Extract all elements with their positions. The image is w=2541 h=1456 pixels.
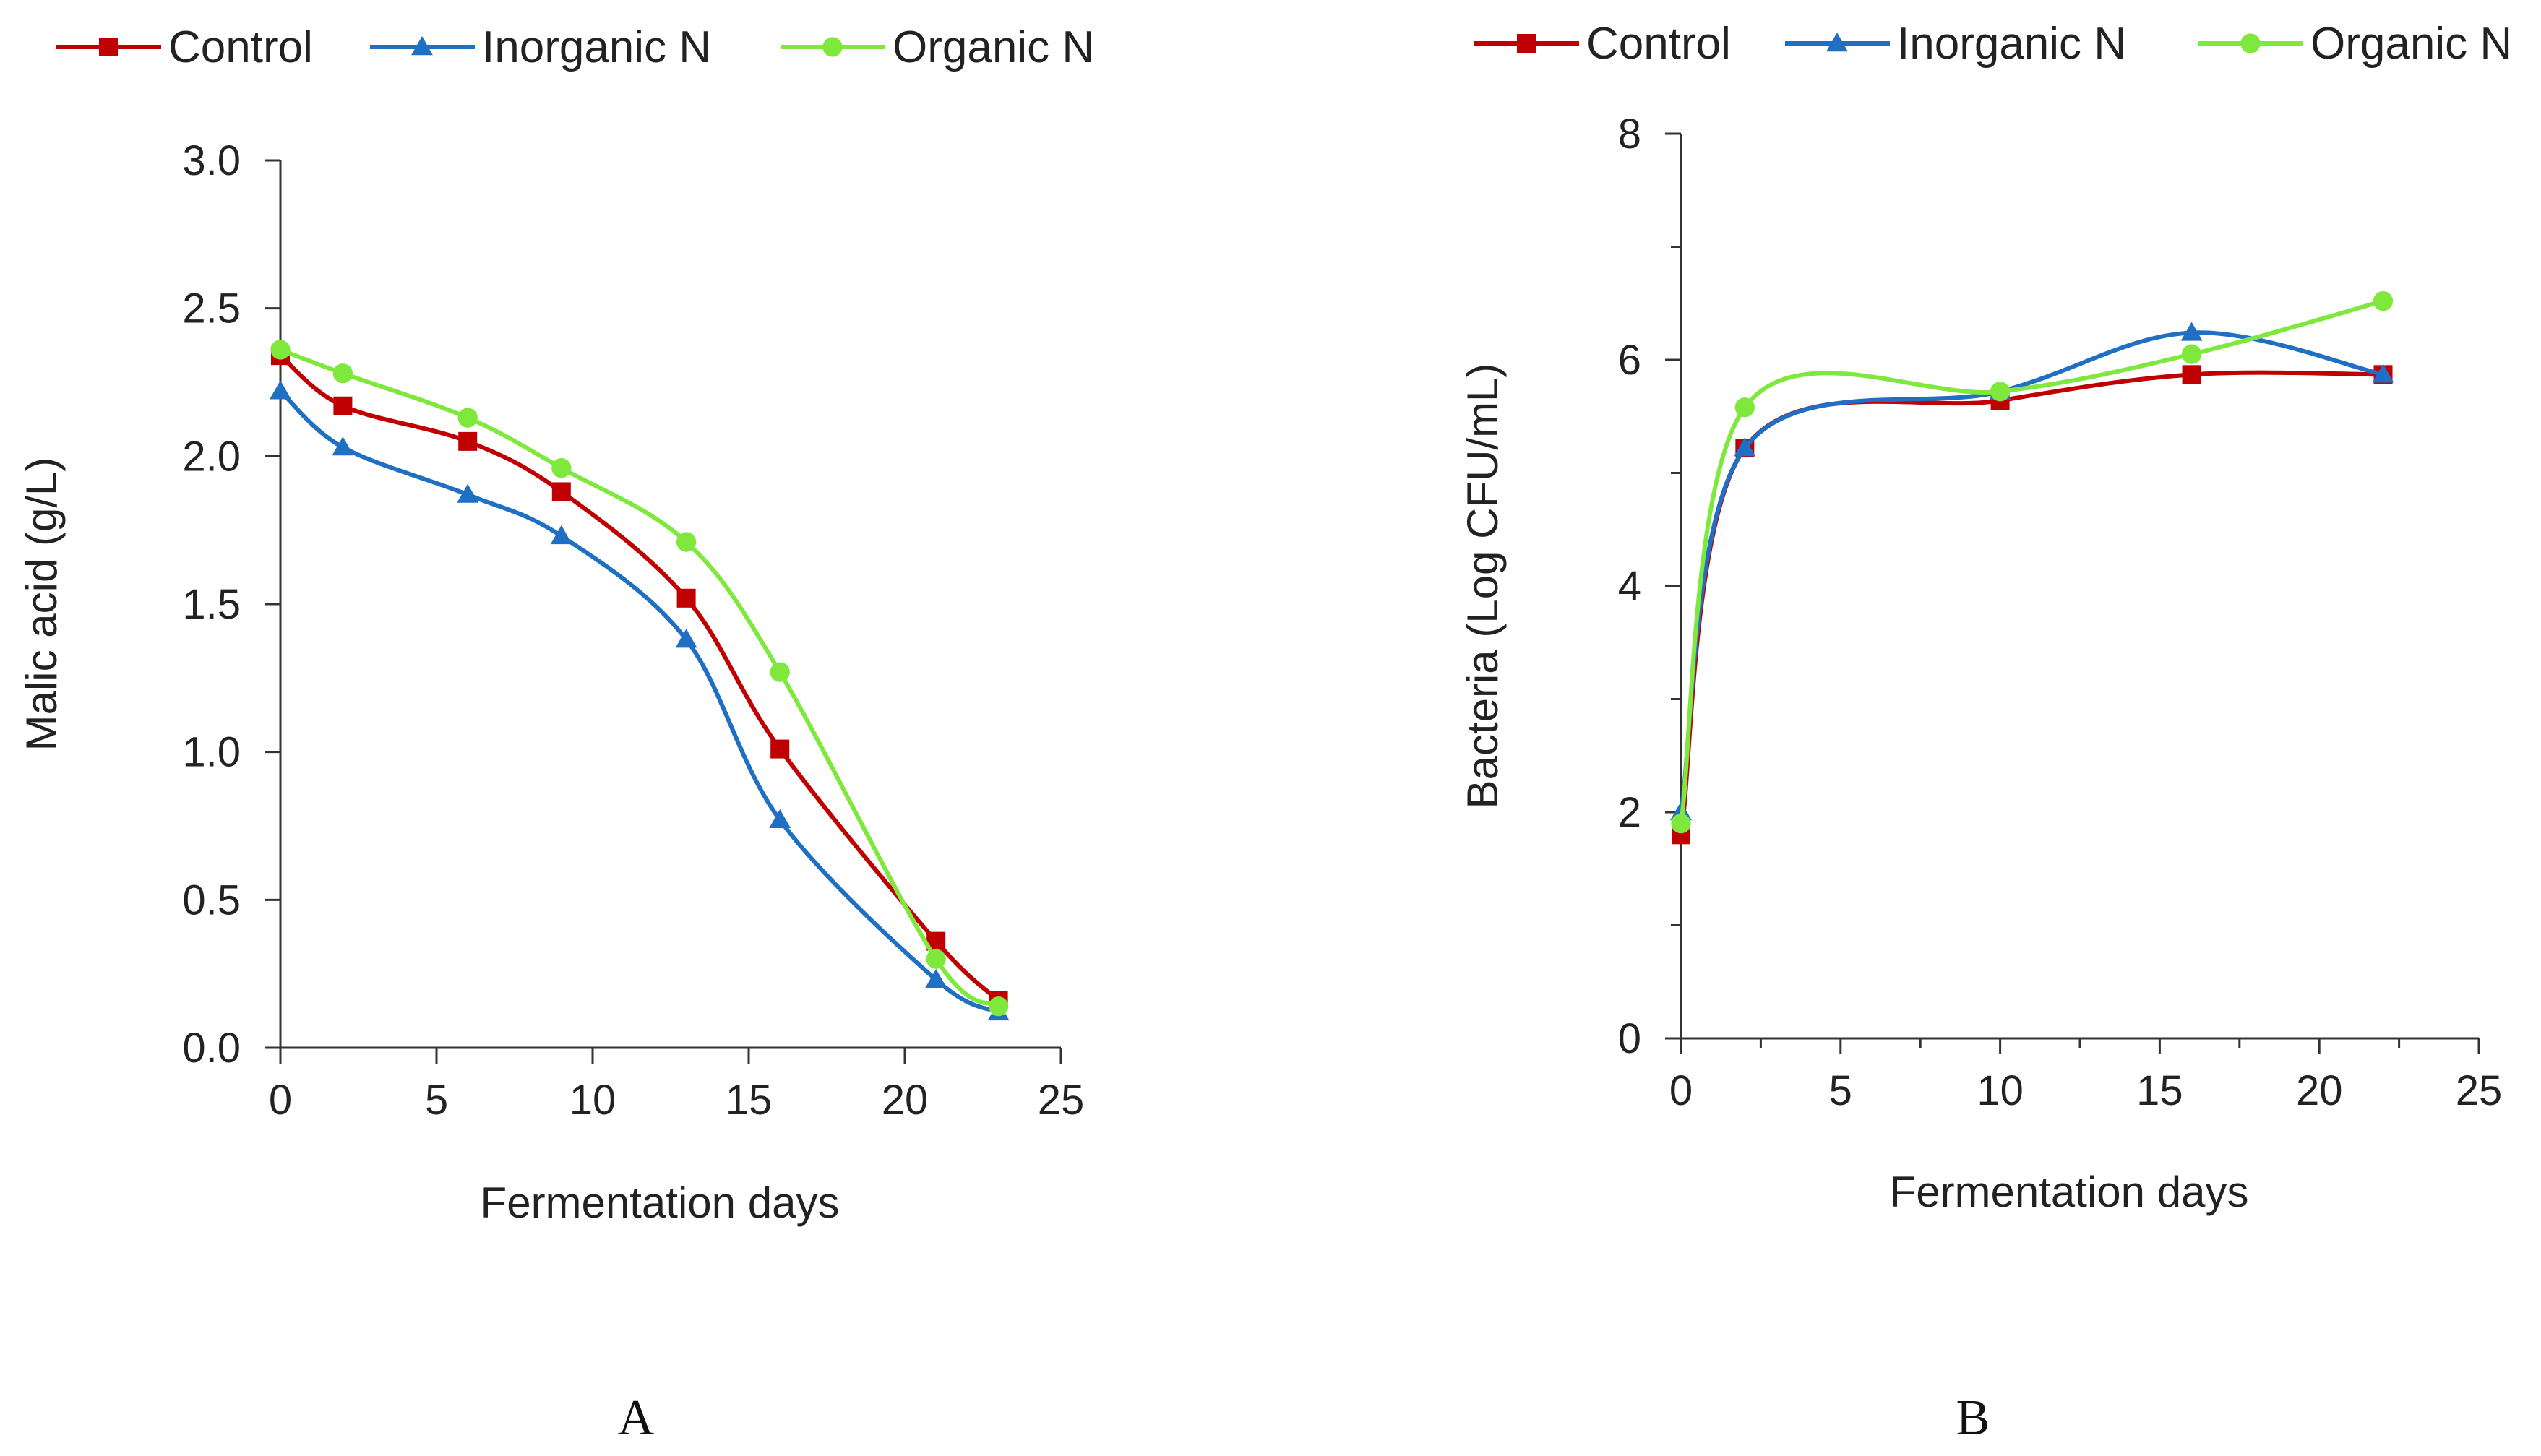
legend-label: Inorganic N: [482, 22, 711, 72]
data-point-organic-n: [1734, 397, 1755, 418]
y-axis-title: Malic acid (g/L): [17, 457, 66, 751]
x-tick-label: 10: [1977, 1067, 2024, 1114]
legend-item-control: Control: [56, 22, 313, 72]
x-tick-label: 0: [1669, 1067, 1693, 1114]
data-point-organic-n: [926, 949, 946, 969]
x-axis-title: Fermentation days: [1890, 1168, 2249, 1216]
data-point-inorganic-n: [2372, 363, 2394, 383]
legend-swatch-marker: [411, 36, 433, 56]
data-point-organic-n: [1990, 382, 2011, 402]
data-point-organic-n: [770, 662, 790, 682]
x-tick-label: 5: [425, 1077, 448, 1124]
legend-swatch-marker: [1517, 34, 1536, 53]
y-tick-label: 0.5: [182, 876, 241, 923]
x-tick-label: 10: [569, 1077, 616, 1124]
data-point-organic-n: [551, 458, 572, 478]
series-line-organic-n: [1679, 298, 2384, 824]
data-point-organic-n: [2181, 344, 2202, 364]
data-point-inorganic-n: [2180, 322, 2203, 341]
legend-label: Inorganic N: [1897, 19, 2126, 69]
legend-item-inorganic-n: Inorganic N: [370, 22, 711, 72]
x-tick-label: 25: [1038, 1077, 1085, 1124]
legend-swatch-marker: [1826, 33, 1848, 52]
data-point-control: [458, 431, 478, 451]
y-tick-label: 3.0: [182, 137, 241, 184]
data-point-organic-n: [332, 363, 353, 384]
x-tick-label: 0: [269, 1077, 292, 1124]
series-line-inorganic-n: [278, 389, 999, 1015]
legend-label: Organic N: [2310, 19, 2512, 69]
data-point-control: [551, 482, 571, 501]
legend-swatch-marker: [822, 37, 843, 57]
y-tick-label: 1.0: [182, 729, 241, 776]
x-tick-label: 25: [2456, 1067, 2503, 1114]
x-tick-label: 15: [726, 1077, 773, 1124]
data-point-inorganic-n: [769, 809, 791, 829]
data-point-organic-n: [988, 996, 1009, 1017]
y-tick-label: 8: [1618, 111, 1641, 158]
y-tick-label: 2.0: [182, 433, 241, 480]
data-point-organic-n: [2373, 290, 2394, 311]
data-point-inorganic-n: [457, 483, 479, 503]
y-tick-label: 2: [1618, 789, 1641, 836]
legend-item-control: Control: [1474, 19, 1731, 69]
series-line-control: [279, 353, 1000, 1002]
data-point-organic-n: [270, 340, 291, 360]
y-tick-label: 0: [1618, 1015, 1641, 1062]
data-point-organic-n: [1671, 814, 1691, 834]
y-tick-label: 4: [1618, 563, 1641, 610]
data-point-inorganic-n: [332, 436, 354, 456]
x-tick-label: 5: [1829, 1067, 1852, 1114]
data-point-control: [770, 739, 790, 759]
data-point-organic-n: [676, 532, 697, 552]
legend-label: Organic N: [893, 22, 1094, 72]
x-tick-label: 20: [2296, 1067, 2343, 1114]
data-point-organic-n: [457, 408, 478, 428]
y-axis-title: Bacteria (Log CFU/mL): [1458, 363, 1507, 809]
data-point-inorganic-n: [1734, 437, 1756, 457]
series-line-organic-n: [279, 348, 1000, 1009]
series-line-control: [1679, 370, 2383, 835]
x-tick-label: 15: [2136, 1067, 2183, 1114]
chart-panel-b: 0 2 4 6 8 0 5 10 15 20 25 Fermentation days Bacteria…: [1458, 19, 2512, 1446]
legend-item-organic-n: Organic N: [2198, 19, 2512, 69]
y-tick-label: 1.5: [182, 581, 241, 628]
x-axis-title: Fermentation days: [481, 1179, 840, 1227]
legend-swatch-marker: [2240, 33, 2261, 53]
y-tick-label: 6: [1618, 337, 1641, 384]
legend-item-inorganic-n: Inorganic N: [1785, 19, 2126, 69]
legend-item-organic-n: Organic N: [781, 22, 1094, 72]
panel-label: A: [618, 1390, 655, 1446]
y-tick-label: 0.0: [182, 1025, 241, 1072]
data-point-inorganic-n: [925, 968, 947, 988]
series-line-inorganic-n: [1679, 330, 2384, 813]
data-point-inorganic-n: [550, 525, 572, 545]
y-tick-label: 2.5: [182, 285, 241, 332]
data-point-control: [676, 588, 696, 608]
chart-panel-a: 0.0 0.5 1.0 1.5 2.0 2.5 3.0 0 5 10 15 20 25 Fermentat…: [17, 22, 1094, 1446]
legend-label: Control: [1586, 19, 1731, 69]
panel-label: B: [1956, 1390, 1990, 1446]
data-point-inorganic-n: [270, 380, 291, 400]
data-point-inorganic-n: [675, 629, 697, 648]
data-point-control: [2182, 365, 2201, 384]
x-tick-label: 20: [882, 1077, 929, 1124]
data-point-control: [333, 396, 353, 415]
legend-swatch-marker: [99, 38, 118, 56]
legend-label: Control: [168, 22, 313, 72]
